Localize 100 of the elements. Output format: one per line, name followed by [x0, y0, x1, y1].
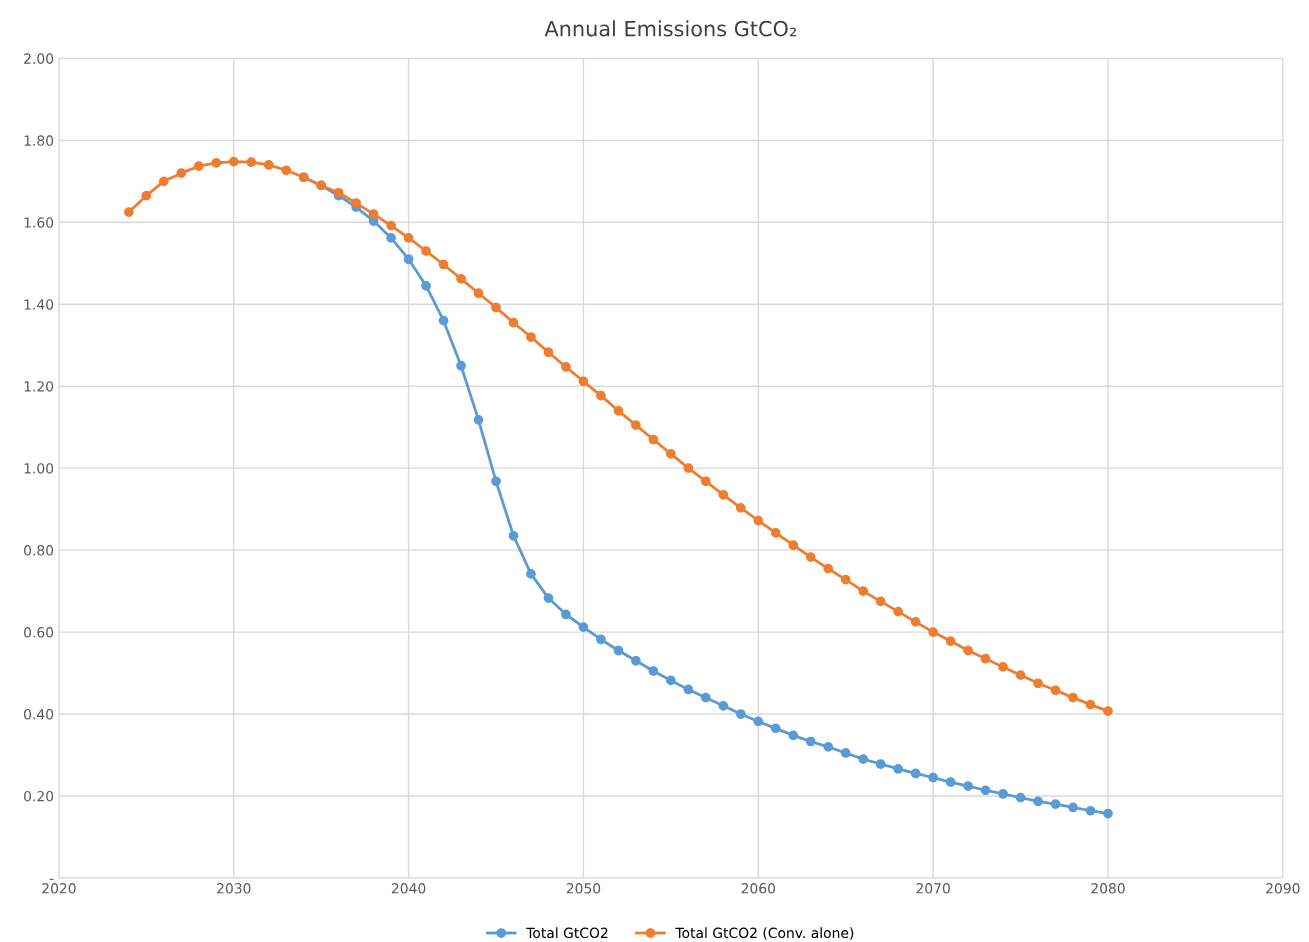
legend-label: Total GtCO2 (Conv. alone)	[675, 927, 854, 940]
point	[211, 158, 222, 168]
point	[351, 198, 362, 208]
x-tick-label: 2080	[1091, 883, 1125, 894]
point	[1015, 670, 1026, 680]
point	[543, 593, 554, 603]
point	[508, 530, 519, 541]
point	[176, 168, 187, 179]
point	[980, 653, 991, 664]
point	[123, 207, 134, 217]
point	[578, 622, 589, 633]
point	[561, 609, 571, 620]
point	[403, 254, 414, 265]
point	[998, 662, 1008, 672]
point	[858, 754, 869, 764]
point	[263, 160, 274, 170]
y-tick-label: 2.00	[24, 53, 54, 64]
point	[648, 434, 659, 445]
point	[561, 362, 571, 372]
point	[386, 233, 396, 243]
point	[928, 772, 938, 783]
point	[1085, 805, 1096, 816]
x-tick-label: 2020	[42, 883, 76, 894]
point	[1033, 796, 1043, 807]
y-tick-label: 1.80	[24, 135, 54, 146]
x-tick-label: 2050	[566, 883, 601, 894]
point	[473, 414, 484, 425]
point	[735, 503, 746, 513]
y-tick-label: 0.80	[24, 545, 54, 556]
point	[928, 627, 938, 637]
point	[683, 684, 694, 695]
point	[1015, 792, 1026, 803]
point	[998, 789, 1008, 799]
point	[753, 716, 764, 727]
y-tick-label: 0.40	[24, 709, 54, 720]
point	[613, 645, 624, 656]
point	[648, 666, 659, 676]
point	[246, 157, 257, 167]
y-tick-label: -	[49, 878, 54, 880]
y-tick-label: 1.60	[24, 217, 54, 228]
point	[1068, 802, 1078, 813]
point	[141, 190, 152, 201]
point	[683, 463, 694, 474]
x-tick-label: 2060	[741, 883, 776, 894]
point	[1103, 808, 1113, 819]
point	[718, 489, 729, 500]
x-tick-label: 2030	[217, 883, 251, 894]
point	[193, 161, 204, 172]
x-tick-label: 2040	[391, 883, 426, 894]
x-tick-label: 2090	[1266, 883, 1300, 894]
point	[403, 233, 414, 243]
point	[875, 596, 886, 607]
point	[1068, 692, 1078, 703]
point	[613, 405, 624, 416]
point	[735, 709, 746, 719]
point	[1050, 799, 1061, 810]
point	[666, 675, 676, 686]
point	[805, 736, 816, 747]
y-tick-label: 1.00	[24, 463, 54, 474]
point	[526, 569, 536, 579]
point	[910, 616, 921, 627]
point	[543, 347, 554, 358]
point	[631, 655, 641, 666]
point	[963, 781, 973, 792]
point	[770, 723, 781, 734]
x-tick-label: 2070	[916, 883, 950, 894]
point	[578, 376, 589, 387]
point	[421, 280, 431, 291]
point	[700, 476, 711, 487]
point	[158, 176, 169, 187]
point	[1033, 678, 1043, 689]
point	[875, 759, 886, 769]
point	[945, 636, 956, 646]
point	[1103, 706, 1113, 717]
point	[840, 574, 851, 585]
point	[718, 700, 729, 711]
point	[893, 606, 904, 617]
point	[823, 741, 834, 752]
point	[596, 390, 606, 401]
point	[456, 273, 466, 284]
point	[963, 645, 973, 656]
point	[910, 768, 921, 779]
point	[788, 540, 799, 551]
point	[438, 315, 449, 326]
y-tick-label: 0.20	[24, 790, 54, 802]
y-tick-label: 0.60	[24, 627, 54, 638]
point	[753, 515, 764, 526]
point	[945, 777, 956, 787]
point	[368, 209, 379, 219]
point	[421, 246, 431, 256]
point	[631, 420, 641, 431]
point	[281, 165, 292, 176]
point	[456, 360, 466, 371]
point	[491, 302, 501, 313]
y-tick-label: 1.40	[24, 299, 54, 310]
point	[228, 156, 239, 167]
point	[473, 288, 484, 299]
point	[666, 448, 676, 459]
point	[788, 730, 799, 741]
point	[1085, 699, 1096, 710]
